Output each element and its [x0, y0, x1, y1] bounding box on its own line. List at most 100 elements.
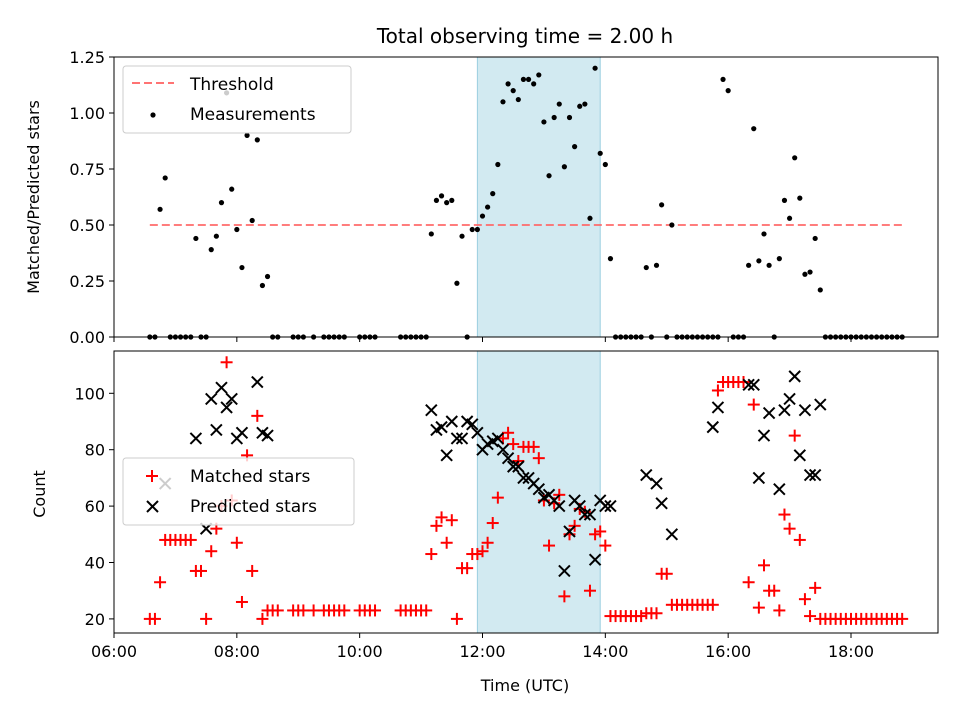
measurement-point	[643, 264, 649, 271]
measurement-point	[208, 247, 214, 253]
measurement-point	[720, 76, 726, 82]
matched-star-point	[195, 564, 208, 577]
predicted-star-point	[665, 528, 679, 541]
predicted-star-point	[573, 499, 586, 513]
matched-star-point	[747, 398, 760, 411]
matched-star-point	[752, 601, 765, 614]
predicted-star-point	[752, 471, 766, 485]
predicted-star-point	[220, 401, 233, 414]
matched-star-point	[773, 604, 786, 617]
measurement-point	[479, 213, 486, 219]
measurement-point	[193, 235, 199, 242]
matched-star-point	[256, 612, 269, 625]
matched-star-point	[230, 536, 243, 549]
predicted-star-point	[742, 378, 755, 392]
measurement-point	[551, 114, 557, 121]
predicted-star-point	[450, 432, 464, 445]
measurement-point	[577, 103, 583, 109]
x-tick-label: 08:00	[214, 642, 260, 661]
measurement-point	[515, 96, 521, 103]
measurement-point	[249, 217, 255, 224]
predicted-star-point	[517, 471, 530, 485]
matched-star-point	[757, 559, 770, 572]
matched-star-point	[481, 536, 494, 549]
measurement-point	[505, 81, 511, 87]
y-tick-label: 0.75	[69, 160, 105, 179]
predicted-star-point	[640, 468, 653, 482]
measurement-point	[751, 126, 757, 132]
predicted-star-point	[757, 429, 771, 442]
matched-star-point	[491, 491, 504, 504]
measurement-point	[653, 262, 660, 268]
measurement-point	[766, 262, 772, 268]
matched-star-point	[783, 522, 796, 535]
measurement-point	[607, 256, 614, 262]
measurement-point	[566, 114, 573, 121]
matched-star-point	[896, 612, 909, 625]
chart-title: Total observing time = 2.00 h	[376, 24, 673, 48]
measurement-point	[485, 204, 491, 210]
predicted-star-point	[261, 429, 274, 442]
measurement-point	[776, 256, 782, 262]
measurement-point	[536, 72, 542, 78]
matched-star-point	[809, 581, 822, 594]
matched-star-point	[246, 564, 259, 577]
y-tick-label: 1.25	[69, 48, 105, 67]
legend-measurements-swatch	[150, 112, 156, 118]
measurement-point	[474, 226, 480, 233]
bottom-panel: 06:00 08:00 10:00 12:00 14:00 16:00 18:00 20 40…	[30, 350, 939, 695]
measurement-point	[157, 206, 163, 212]
predicted-star-point	[588, 553, 602, 566]
bottom-x-ticks: 06:00 08:00 10:00 12:00 14:00 16:00 18:00	[91, 633, 874, 661]
bottom-legend-box	[122, 457, 355, 526]
measurement-point	[669, 222, 675, 228]
predicted-star-point	[491, 432, 505, 445]
top-plot-frame	[113, 56, 939, 338]
predicted-star-point	[425, 404, 438, 417]
measurement-point	[469, 226, 475, 233]
predicted-star-point	[205, 392, 218, 406]
measurement-point	[597, 150, 603, 156]
bottom-legend: Matched stars Predicted stars	[122, 457, 355, 526]
matched-star-point	[148, 612, 161, 625]
measurement-point	[254, 137, 260, 143]
measurement-point	[459, 233, 465, 239]
y-tick-label: 100	[74, 384, 105, 403]
matched-star-point	[788, 429, 801, 442]
predicted-star-point	[788, 370, 801, 383]
matched-star-point	[440, 536, 453, 549]
matched-star-point	[271, 604, 284, 617]
measurement-point	[500, 99, 506, 105]
matched-star-point	[251, 409, 264, 422]
measurement-point	[812, 235, 818, 242]
matched-star-point	[425, 548, 438, 561]
legend-matched-label: Matched stars	[190, 467, 310, 487]
predicted-star-point	[225, 392, 238, 406]
measurement-point	[756, 258, 762, 264]
measurement-point	[781, 197, 788, 203]
predicted-star-point	[778, 404, 791, 417]
predicted-star-point	[506, 460, 520, 473]
matched-star-point	[476, 545, 489, 558]
matched-star-point	[461, 562, 474, 575]
predicted-star-point	[583, 508, 597, 521]
measurement-point	[746, 262, 752, 268]
matched-star-point	[804, 610, 817, 623]
matched-star-point	[793, 533, 806, 546]
predicted-star-point	[762, 406, 776, 420]
measurement-point	[525, 76, 532, 82]
measurement-point	[817, 287, 823, 293]
top-legend-box	[122, 65, 352, 134]
y-tick-label: 1.00	[69, 104, 105, 123]
predicted-star-point	[210, 423, 223, 437]
bottom-y-axis-label: Count	[30, 470, 49, 518]
matched-star-point	[594, 525, 607, 538]
matched-star-point	[650, 607, 663, 620]
matched-star-point	[742, 576, 755, 589]
predicted-star-point	[808, 468, 822, 482]
x-tick-label: 18:00	[828, 642, 874, 661]
y-tick-label: 0.50	[69, 216, 105, 235]
measurement-point	[802, 271, 808, 277]
matched-star-point	[445, 514, 458, 527]
top-observing-window	[476, 56, 601, 338]
